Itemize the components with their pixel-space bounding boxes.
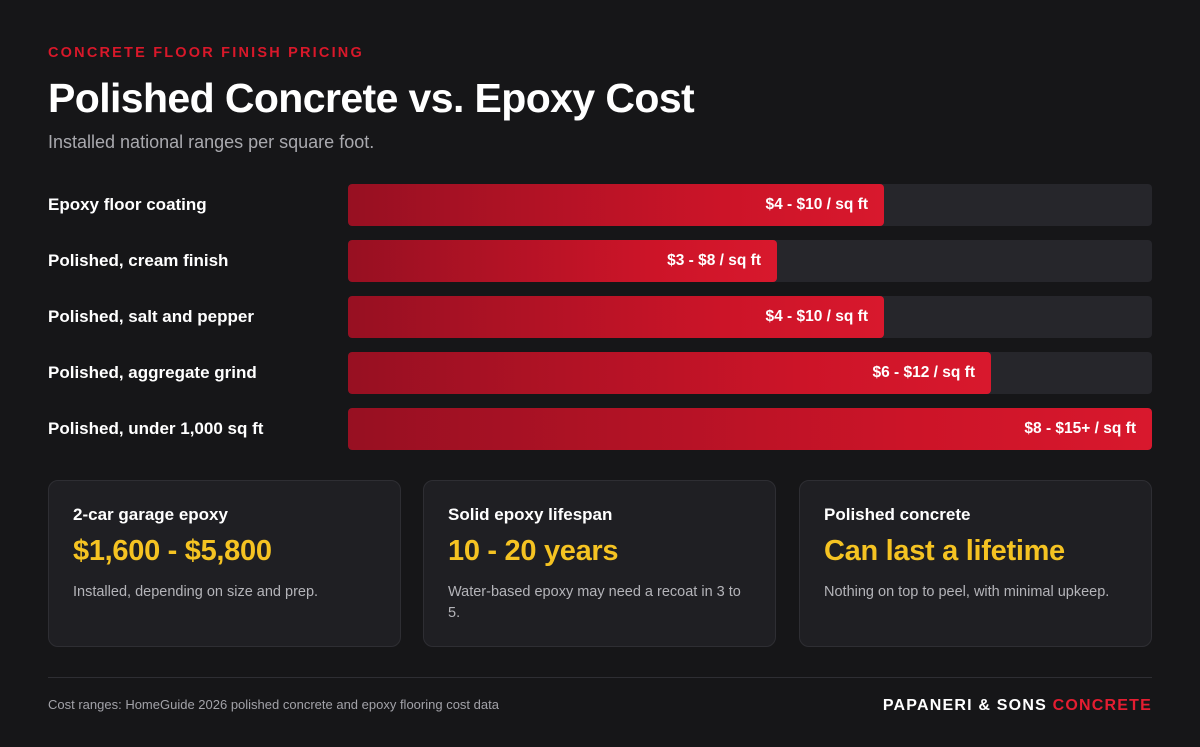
bar-category-label: Epoxy floor coating — [48, 195, 207, 214]
stat-card-note: Installed, depending on size and prep. — [73, 584, 319, 600]
bar-category-label: Polished, aggregate grind — [48, 363, 257, 382]
stat-card-polished-concrete: Polished concrete Can last a lifetime No… — [799, 480, 1152, 647]
bar-track: $3 - $8 / sq ft — [348, 240, 1152, 282]
stat-card-label: 2-car garage epoxy — [73, 505, 228, 524]
stat-card-epoxy-lifespan: Solid epoxy lifespan 10 - 20 years Water… — [423, 480, 776, 647]
stat-cards: 2-car garage epoxy $1,600 - $5,800 Insta… — [48, 480, 1152, 647]
bar: $3 - $8 / sq ft — [348, 240, 777, 282]
footer-divider — [48, 677, 1152, 678]
bar-track: $6 - $12 / sq ft — [348, 352, 1152, 394]
bar-track: $4 - $10 / sq ft — [348, 296, 1152, 338]
chart-row: Polished, aggregate grind $6 - $12 / sq f… — [48, 352, 1152, 394]
chart-row: Polished, under 1,000 sq ft $8 - $15+ / s… — [48, 408, 1152, 450]
chart-row: Epoxy floor coating $4 - $10 / sq ft — [48, 184, 1152, 226]
bar-data-label: $3 - $8 / sq ft — [667, 252, 761, 269]
cost-bar-chart: Epoxy floor coating $4 - $10 / sq ft Polis… — [48, 184, 1152, 464]
bar: $6 - $12 / sq ft — [348, 352, 991, 394]
stat-card-note: Nothing on top to peel, with minimal upk… — [824, 584, 1110, 600]
brand-name: PAPANERI & SONS — [882, 697, 1047, 714]
bar-category-label: Polished, salt and pepper — [48, 307, 254, 326]
stat-card-value: 10 - 20 years — [448, 535, 619, 567]
page-title: Polished Concrete vs. Epoxy Cost — [48, 75, 695, 121]
bar: $4 - $10 / sq ft — [348, 296, 884, 338]
bar-data-label: $4 - $10 / sq ft — [765, 196, 868, 213]
stat-card-label: Solid epoxy lifespan — [448, 505, 613, 524]
stat-card-garage-epoxy: 2-car garage epoxy $1,600 - $5,800 Insta… — [48, 480, 401, 647]
bar-data-label: $6 - $12 / sq ft — [872, 364, 975, 381]
brand-accent: CONCRETE — [1052, 697, 1152, 714]
bar-track: $4 - $10 / sq ft — [348, 184, 1152, 226]
page-subtitle: Installed national ranges per square foo… — [48, 132, 375, 152]
stat-card-label: Polished concrete — [824, 505, 971, 524]
brand-logo: PAPANERI & SONS CONCRETE — [883, 697, 1152, 715]
chart-row: Polished, cream finish $3 - $8 / sq ft — [48, 240, 1152, 282]
bar: $4 - $10 / sq ft — [348, 184, 884, 226]
bar-category-label: Polished, cream finish — [48, 251, 229, 270]
bar-data-label: $8 - $15+ / sq ft — [1024, 420, 1136, 437]
stat-card-value: $1,600 - $5,800 — [73, 535, 272, 567]
bar-track: $8 - $15+ / sq ft — [348, 408, 1152, 450]
source-note: Cost ranges: HomeGuide 2026 polished con… — [48, 697, 499, 712]
eyebrow-label: CONCRETE FLOOR FINISH PRICING — [48, 45, 364, 61]
chart-row: Polished, salt and pepper $4 - $10 / sq f… — [48, 296, 1152, 338]
bar: $8 - $15+ / sq ft — [348, 408, 1152, 450]
stat-card-note: Water-based epoxy may need a recoat in 3… — [448, 584, 741, 621]
bar-data-label: $4 - $10 / sq ft — [765, 308, 868, 325]
bar-category-label: Polished, under 1,000 sq ft — [48, 419, 264, 438]
stat-card-value: Can last a lifetime — [824, 535, 1065, 567]
